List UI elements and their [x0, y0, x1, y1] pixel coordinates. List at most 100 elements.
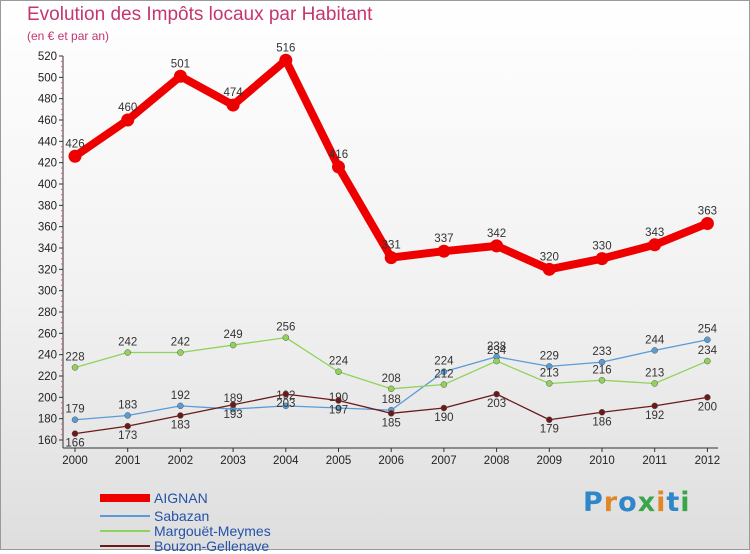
data-point — [546, 380, 553, 387]
data-point — [546, 363, 553, 370]
data-point — [387, 410, 395, 417]
x-tick-label: 2008 — [484, 455, 510, 467]
y-tick-label: 280 — [38, 307, 57, 319]
data-point — [226, 98, 240, 112]
data-point — [282, 334, 290, 341]
legend-label: Margouët-Meymes — [154, 523, 271, 539]
data-point — [493, 390, 500, 398]
data-point — [124, 349, 131, 356]
data-point — [440, 381, 448, 388]
data-label: 185 — [382, 417, 401, 429]
data-point — [490, 239, 504, 253]
y-tick-label: 360 — [38, 222, 57, 234]
data-label: 254 — [698, 324, 718, 336]
data-point — [598, 409, 606, 416]
chart-title: Evolution des Impôts locaux par Habitant — [27, 4, 373, 25]
data-point — [704, 394, 711, 401]
data-label: 460 — [118, 102, 137, 114]
data-point — [651, 347, 658, 354]
data-label: 179 — [65, 404, 84, 416]
data-point — [648, 238, 662, 252]
series-line-0 — [72, 56, 709, 274]
data-point — [546, 416, 553, 423]
legend-swatch — [100, 515, 150, 517]
data-point — [437, 244, 451, 258]
data-label: 179 — [540, 424, 559, 436]
data-point — [651, 380, 658, 387]
data-point — [384, 251, 398, 265]
data-label: 186 — [592, 416, 611, 428]
x-tick-label: 2000 — [62, 455, 88, 467]
data-label: 516 — [276, 42, 295, 54]
data-label: 501 — [171, 58, 190, 70]
data-point — [71, 416, 79, 423]
y-tick-label: 240 — [38, 350, 57, 362]
y-tick-label: 440 — [38, 136, 57, 148]
x-tick-label: 2004 — [273, 455, 299, 467]
data-label: 244 — [645, 334, 665, 346]
y-tick-label: 180 — [38, 414, 57, 426]
y-tick-label: 520 — [38, 51, 57, 63]
data-label: 426 — [65, 138, 84, 150]
x-tick-label: 2005 — [326, 455, 352, 467]
legend-swatch — [100, 545, 150, 547]
data-point — [440, 404, 448, 412]
data-label: 331 — [382, 240, 401, 252]
data-label: 238 — [487, 341, 506, 353]
x-tick-label: 2007 — [431, 455, 457, 467]
y-tick-label: 380 — [38, 200, 57, 212]
data-label: 256 — [276, 322, 295, 334]
data-label: 343 — [645, 227, 664, 239]
y-tick-label: 160 — [38, 435, 57, 447]
data-point — [335, 397, 342, 404]
data-label: 183 — [118, 399, 137, 411]
data-label: 192 — [171, 390, 190, 402]
data-label: 229 — [540, 350, 559, 362]
x-tick-label: 2001 — [115, 455, 141, 467]
data-label: 166 — [65, 438, 84, 450]
data-point — [387, 385, 395, 393]
data-label: 416 — [329, 149, 348, 161]
data-point — [704, 357, 711, 365]
data-point — [121, 113, 135, 127]
data-label: 183 — [171, 419, 190, 431]
data-label: 203 — [487, 398, 506, 410]
data-point — [282, 402, 290, 410]
data-point — [595, 252, 609, 266]
data-label: 213 — [645, 367, 664, 379]
data-point — [335, 404, 342, 412]
data-label: 200 — [698, 401, 717, 413]
data-point — [71, 430, 79, 437]
data-label: 189 — [224, 393, 243, 405]
data-label: 208 — [382, 373, 401, 385]
x-tick-label: 2002 — [168, 455, 194, 467]
x-tick-label: 2006 — [378, 455, 404, 467]
data-label: 320 — [540, 251, 559, 263]
data-label: 188 — [382, 394, 401, 406]
data-label: 224 — [434, 356, 454, 368]
data-label: 173 — [118, 430, 137, 442]
data-point — [229, 401, 237, 409]
y-tick-label: 460 — [38, 115, 57, 127]
data-point — [279, 53, 293, 67]
x-tick-label: 2010 — [589, 455, 615, 467]
y-tick-label: 420 — [38, 158, 57, 170]
y-tick-label: 340 — [38, 243, 57, 255]
data-label: 363 — [698, 205, 717, 217]
data-label: 242 — [118, 337, 137, 349]
x-tick-label: 2003 — [220, 455, 246, 467]
legend-label: AIGNAN — [154, 490, 208, 506]
data-label: 203 — [276, 398, 295, 410]
data-point — [335, 368, 342, 375]
y-tick-label: 500 — [38, 72, 57, 84]
y-tick-label: 480 — [38, 94, 57, 106]
data-label: 337 — [434, 233, 453, 245]
data-point — [700, 216, 714, 230]
data-point — [229, 341, 237, 349]
data-point — [68, 149, 82, 163]
data-point — [173, 69, 187, 83]
legend-label: Bouzon-Gellenave — [154, 538, 270, 554]
data-label: 342 — [487, 228, 506, 240]
